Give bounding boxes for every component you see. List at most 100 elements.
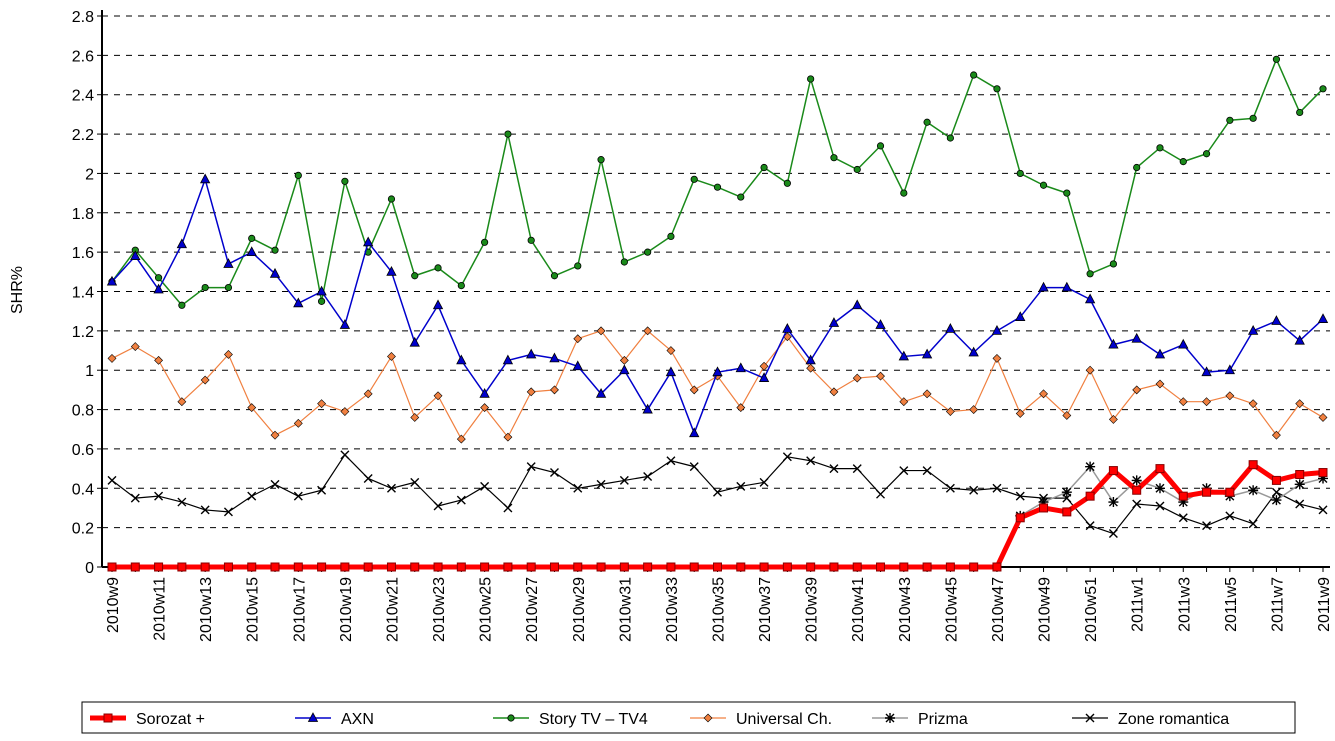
point [1272, 55, 1281, 63]
point [1155, 501, 1165, 511]
point [457, 281, 465, 290]
point [1108, 466, 1118, 476]
point [1062, 411, 1072, 420]
point [595, 387, 607, 398]
point [666, 456, 676, 466]
point [1016, 169, 1024, 178]
point [1178, 397, 1188, 407]
point [363, 562, 373, 572]
point [1178, 513, 1188, 523]
x-tick-label: 2010w11 [152, 577, 169, 641]
x-tick-label: 2011w1 [1130, 577, 1147, 632]
point [945, 562, 955, 572]
point [269, 267, 281, 278]
x-tick-label: 2010w49 [1037, 577, 1054, 642]
x-tick-label: 2010w43 [897, 577, 914, 642]
point [758, 372, 770, 382]
point [1202, 521, 1212, 531]
x-tick-label: 2011w3 [1176, 577, 1193, 632]
point [177, 562, 187, 572]
point [411, 272, 419, 280]
point [177, 497, 187, 507]
point [1085, 461, 1096, 472]
point [574, 262, 582, 270]
point [1015, 491, 1025, 501]
point [386, 483, 396, 493]
point [1295, 470, 1305, 480]
point [736, 481, 746, 491]
y-tick-label: 0.8 [72, 403, 94, 420]
point [806, 456, 816, 466]
point [875, 319, 886, 329]
point [945, 323, 956, 333]
point [596, 326, 606, 336]
x-tick-label: 2010w27 [524, 577, 541, 642]
point [690, 175, 698, 183]
point [433, 501, 443, 511]
point [1319, 85, 1327, 93]
point [806, 363, 816, 373]
point [1086, 270, 1094, 278]
point [1039, 389, 1048, 399]
point [899, 397, 909, 407]
point [1131, 332, 1142, 343]
point [1062, 507, 1072, 517]
point [550, 272, 559, 280]
point [503, 432, 513, 442]
series-line [111, 58, 1324, 307]
point [154, 562, 164, 572]
point [573, 334, 583, 344]
point [1108, 338, 1119, 349]
point [409, 336, 420, 347]
point [572, 360, 583, 371]
point [1108, 414, 1118, 424]
point [1247, 325, 1259, 335]
point [922, 389, 932, 399]
point [293, 562, 303, 572]
legend-item: Story TV – TV4 [493, 711, 648, 728]
point [270, 430, 280, 440]
point [456, 562, 466, 572]
x-tick-label: 2010w17 [291, 577, 308, 642]
point [247, 562, 257, 572]
y-tick-label: 1 [85, 363, 94, 380]
legend-label: AXN [341, 711, 374, 728]
point [200, 375, 210, 385]
point [921, 348, 933, 359]
point [1108, 497, 1119, 508]
point [1248, 460, 1258, 470]
point [1225, 487, 1235, 497]
point [340, 450, 350, 460]
point [317, 562, 327, 572]
x-tick-label: 2010w45 [943, 577, 960, 642]
point [1318, 473, 1328, 484]
y-tick-label: 2.6 [72, 48, 94, 65]
point [1039, 503, 1049, 513]
point [271, 246, 279, 254]
point [596, 479, 606, 489]
point [526, 387, 536, 397]
point [456, 434, 466, 444]
y-tick-label: 0.2 [72, 521, 94, 538]
point [107, 353, 117, 363]
legend-item: Sorozat + [90, 711, 205, 728]
point [1271, 475, 1281, 485]
point [1178, 497, 1189, 508]
y-tick-label: 1.8 [72, 206, 94, 223]
point [1015, 513, 1025, 523]
point [223, 507, 233, 517]
point [1249, 114, 1257, 122]
legend-item: Prizma [872, 711, 968, 728]
y-tick-label: 0 [85, 560, 94, 577]
point [1202, 487, 1212, 497]
x-tick-label: 2011w9 [1316, 577, 1333, 632]
point [526, 462, 536, 472]
y-tick-label: 1.6 [72, 245, 94, 262]
y-tick-label: 1.4 [72, 285, 94, 302]
point [503, 562, 513, 572]
point [642, 403, 653, 414]
legend-marker [307, 712, 319, 722]
point [223, 258, 234, 268]
x-tick-label: 2010w35 [711, 577, 728, 642]
point [689, 562, 699, 572]
